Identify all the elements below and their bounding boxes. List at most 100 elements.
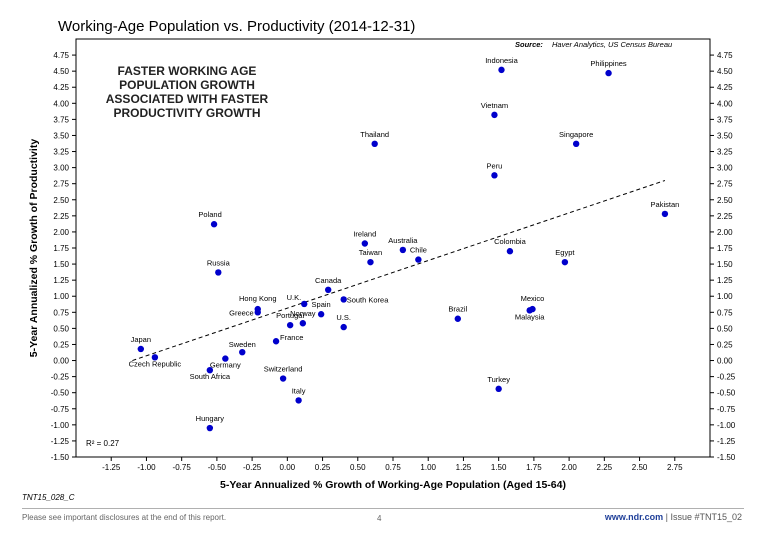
point-sweden: [239, 348, 246, 356]
point-label-egypt: Egypt: [555, 248, 575, 257]
document-code: TNT15_028_C: [22, 493, 75, 502]
y-tick-label-left: -1.00: [51, 421, 70, 430]
point-label-czech-republic: Czech Republic: [129, 359, 182, 368]
point-label-thailand: Thailand: [360, 130, 389, 139]
y-tick-label-right: 0.00: [717, 357, 733, 366]
footer-right: www.ndr.com | Issue #TNT15_02: [605, 512, 742, 522]
y-tick-label-left: 3.25: [53, 148, 69, 157]
footer-disclaimer: Please see important disclosures at the …: [22, 513, 227, 522]
point-south-africa: [206, 366, 214, 374]
y-tick-label-right: 1.50: [717, 260, 733, 269]
y-tick-label-right: -0.25: [717, 373, 736, 382]
callout-line-1: FASTER WORKING AGE: [118, 64, 257, 78]
y-tick-label-left: 0.00: [53, 357, 69, 366]
y-tick-label-right: 4.00: [717, 99, 733, 108]
point-label-hungary: Hungary: [196, 414, 225, 423]
point-label-portugal: Portugal: [276, 311, 304, 320]
y-tick-label-right: -0.75: [717, 405, 736, 414]
point-singapore: [572, 140, 580, 148]
y-tick-label-right: 0.25: [717, 340, 733, 349]
callout-line-2: POPULATION GROWTH: [119, 78, 255, 92]
y-tick-label-right: 0.75: [717, 308, 733, 317]
point-label-norway: Norway: [290, 309, 316, 318]
point-canada: [324, 286, 332, 293]
point-ireland: [361, 240, 369, 247]
y-tick-label-right: 2.75: [717, 180, 733, 189]
x-tick-label: 2.25: [597, 463, 613, 472]
point-label-turkey: Turkey: [487, 375, 510, 384]
y-tick-label-right: 4.50: [717, 67, 733, 76]
x-tick-label: -0.50: [208, 463, 227, 472]
page-title: Working-Age Population vs. Productivity …: [58, 18, 416, 35]
point-philippines: [605, 69, 612, 77]
y-tick-label-left: 4.25: [53, 83, 69, 92]
point-greece: [254, 309, 261, 316]
x-tick-label: 2.50: [632, 463, 648, 472]
footer-divider: [22, 508, 744, 509]
y-tick-label-left: 3.50: [53, 131, 69, 140]
y-tick-label-left: 4.50: [53, 67, 69, 76]
point-poland: [210, 221, 218, 228]
y-tick-label-right: 2.50: [717, 196, 733, 205]
point-label-japan: Japan: [131, 335, 151, 344]
x-tick-label: 1.75: [526, 463, 542, 472]
y-tick-label-right: -1.50: [717, 453, 736, 462]
point-thailand: [371, 140, 378, 148]
y-tick-label-left: 2.00: [53, 228, 69, 237]
y-tick-label-left: 1.50: [53, 260, 69, 269]
x-tick-label: 0.25: [315, 463, 331, 472]
y-tick-label-right: -0.50: [717, 389, 736, 398]
x-tick-label: 1.25: [456, 463, 472, 472]
x-tick-label: -1.00: [137, 463, 156, 472]
y-tick-label-left: 2.25: [53, 212, 69, 221]
point-label-italy: Italy: [292, 386, 306, 395]
point-label-peru: Peru: [487, 161, 503, 170]
x-tick-label: 2.00: [561, 463, 577, 472]
point-brazil: [454, 315, 462, 322]
point-u-k: [301, 300, 308, 308]
x-tick-label: 0.50: [350, 463, 366, 472]
point-label-chile: Chile: [410, 246, 427, 255]
y-tick-label-right: 1.75: [717, 244, 733, 253]
point-pakistan: [661, 210, 669, 218]
point-indonesia: [498, 66, 505, 74]
point-label-germany: Germany: [210, 361, 241, 370]
point-germany: [222, 355, 229, 362]
point-label-canada: Canada: [315, 276, 342, 285]
point-label-poland: Poland: [198, 210, 221, 219]
y-tick-label-right: -1.00: [717, 421, 736, 430]
x-tick-label: 1.00: [420, 463, 436, 472]
point-label-australia: Australia: [388, 236, 418, 245]
y-tick-label-left: 2.50: [53, 196, 69, 205]
point-turkey: [495, 385, 502, 393]
callout-line-3: ASSOCIATED WITH FASTER: [106, 92, 269, 106]
point-label-hong-kong: Hong Kong: [239, 294, 277, 303]
x-tick-label: 0.00: [280, 463, 296, 472]
point-peru: [491, 172, 498, 179]
y-tick-label-right: 1.25: [717, 276, 733, 285]
y-tick-label-left: 1.75: [53, 244, 69, 253]
point-label-vietnam: Vietnam: [481, 101, 508, 110]
y-tick-label-left: -1.25: [51, 437, 70, 446]
x-tick-label: -0.25: [243, 463, 262, 472]
point-spain: [317, 311, 325, 318]
point-label-south-korea: South Korea: [347, 295, 390, 304]
y-axis-label: 5-Year Annualized % Growth of Productivi…: [28, 139, 40, 358]
footer-issue: | Issue #TNT15_02: [665, 512, 742, 522]
y-tick-label-left: 2.75: [53, 180, 69, 189]
point-label-spain: Spain: [312, 300, 331, 309]
point-hungary: [206, 424, 214, 432]
page-number: 4: [377, 514, 382, 523]
trendline: [132, 180, 666, 362]
point-france: [272, 338, 280, 345]
y-tick-label-left: 4.75: [53, 51, 69, 60]
source-text: Haver Analytics, US Census Bureau: [552, 40, 673, 49]
point-south-korea: [340, 296, 347, 303]
point-label-france: France: [280, 333, 303, 342]
footer-url-link[interactable]: www.ndr.com: [604, 512, 664, 522]
y-tick-label-right: 4.75: [717, 51, 733, 60]
point-label-indonesia: Indonesia: [485, 56, 518, 65]
point-australia: [399, 246, 407, 254]
y-tick-label-right: 3.50: [717, 131, 733, 140]
point-label-u-k: U.K.: [287, 293, 302, 302]
